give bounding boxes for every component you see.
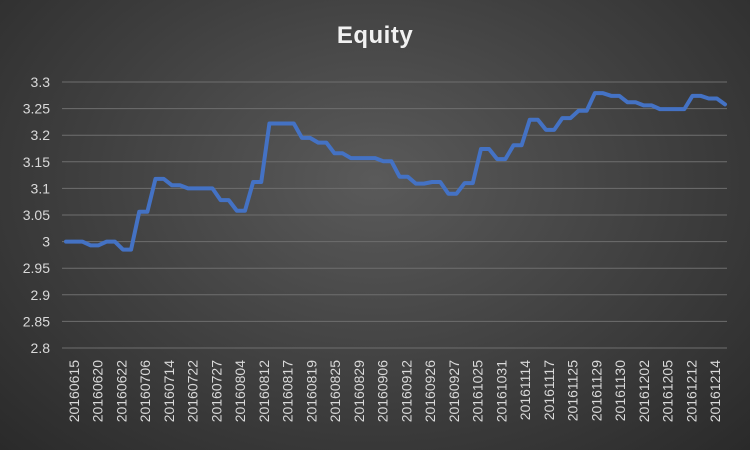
x-tick-label: 20161205 bbox=[660, 360, 676, 423]
y-tick-label: 3.3 bbox=[31, 74, 51, 90]
x-tick-label: 20161125 bbox=[565, 360, 581, 421]
x-tick-label: 20160615 bbox=[66, 360, 82, 423]
y-tick-label: 3 bbox=[42, 234, 50, 250]
y-tick-label: 3.15 bbox=[23, 154, 50, 170]
x-tick-label: 20161212 bbox=[683, 360, 699, 423]
x-tick-label: 20160804 bbox=[232, 360, 248, 423]
x-tick-label: 20160622 bbox=[113, 360, 129, 423]
x-tick-label: 20161214 bbox=[707, 360, 723, 423]
x-tick-label: 20161130 bbox=[612, 360, 628, 421]
x-tick-label: 20160706 bbox=[137, 360, 153, 423]
x-tick-label: 20160926 bbox=[422, 360, 438, 423]
x-tick-label: 20161114 bbox=[517, 360, 533, 420]
y-tick-label: 3.05 bbox=[23, 207, 50, 223]
x-tick-label: 20160620 bbox=[90, 360, 106, 423]
x-tick-label: 20161031 bbox=[493, 360, 509, 423]
x-tick-label: 20160812 bbox=[256, 360, 272, 423]
chart-title: Equity bbox=[336, 22, 414, 49]
x-tick-label: 20160714 bbox=[161, 360, 177, 423]
y-tick-label: 2.95 bbox=[23, 260, 50, 276]
x-tick-label: 20160829 bbox=[351, 360, 367, 423]
series-line bbox=[64, 91, 727, 252]
gridlines bbox=[62, 81, 727, 349]
y-tick-label: 2.85 bbox=[23, 313, 50, 329]
x-tick-label: 20160727 bbox=[208, 360, 224, 423]
x-tick-label: 20160912 bbox=[398, 360, 414, 423]
x-axis-ticks: 20160615 20160620 20160622 20160706 20160714… bbox=[66, 360, 723, 423]
x-tick-label: 20161202 bbox=[636, 360, 652, 423]
y-tick-label: 3.25 bbox=[23, 101, 50, 117]
x-tick-label: 20160906 bbox=[375, 360, 391, 423]
y-tick-label: 2.9 bbox=[31, 287, 51, 303]
x-tick-label: 20160722 bbox=[185, 360, 201, 423]
x-tick-label: 20160817 bbox=[280, 360, 296, 423]
y-tick-label: 3.2 bbox=[31, 127, 51, 143]
x-tick-label: 20160927 bbox=[446, 360, 462, 423]
x-tick-label: 20161025 bbox=[470, 360, 486, 423]
x-tick-label: 20160819 bbox=[303, 360, 319, 423]
y-tick-label: 3.1 bbox=[31, 180, 51, 196]
x-tick-label: 20160825 bbox=[327, 360, 343, 423]
y-axis-ticks: 3.3 3.25 3.2 3.15 3.1 3.05 3 2.95 2.9 2.85 2.8 bbox=[23, 74, 50, 356]
x-tick-label: 20161129 bbox=[588, 360, 604, 421]
y-tick-label: 2.8 bbox=[31, 340, 51, 356]
series-layer bbox=[64, 91, 727, 252]
x-tick-label: 20161117 bbox=[541, 360, 557, 420]
